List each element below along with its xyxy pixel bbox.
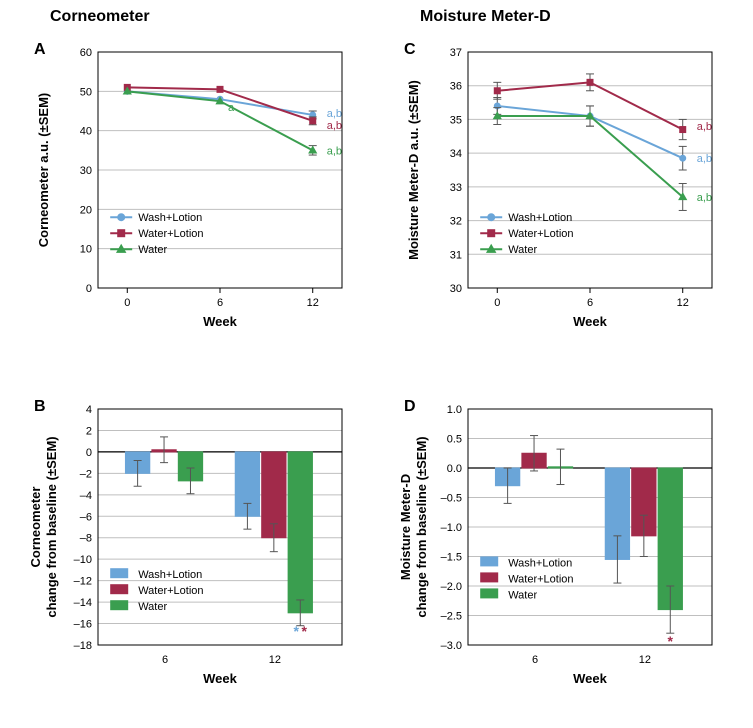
svg-text:4: 4 bbox=[86, 404, 92, 416]
svg-text:Water: Water bbox=[508, 589, 537, 601]
svg-text:–8: –8 bbox=[80, 533, 92, 545]
svg-text:–2: –2 bbox=[80, 468, 92, 480]
svg-text:Corneometer a.u. (±SEM): Corneometer a.u. (±SEM) bbox=[36, 93, 51, 248]
svg-text:0: 0 bbox=[494, 297, 500, 309]
svg-text:*: * bbox=[294, 623, 300, 639]
svg-text:–4: –4 bbox=[80, 490, 92, 502]
panel-a: A 0 10 20 30 40 50 60 0 6 12 Week Corneometer a.u. (… bbox=[30, 38, 370, 338]
svg-text:1.0: 1.0 bbox=[447, 404, 462, 416]
svg-text:–3.0: –3.0 bbox=[441, 640, 462, 652]
panel-d: D –3.0 –2.5 –2.0 –1.5 –1.0 –0.5 0.0 0.5 1.0 6 12 Wee… bbox=[400, 395, 740, 695]
svg-text:Week: Week bbox=[573, 314, 607, 329]
svg-text:–6: –6 bbox=[80, 511, 92, 523]
svg-text:–2.0: –2.0 bbox=[441, 581, 462, 593]
svg-text:30: 30 bbox=[80, 165, 92, 177]
svg-text:change from baseline (±SEM): change from baseline (±SEM) bbox=[414, 436, 429, 617]
svg-text:Water+Lotion: Water+Lotion bbox=[508, 228, 573, 240]
svg-text:Water+Lotion: Water+Lotion bbox=[508, 573, 573, 585]
svg-text:*: * bbox=[668, 633, 674, 649]
svg-text:–1.5: –1.5 bbox=[441, 552, 462, 564]
svg-text:Water+Lotion: Water+Lotion bbox=[138, 585, 203, 597]
svg-text:a,b: a,b bbox=[697, 153, 712, 165]
svg-text:Corneometer: Corneometer bbox=[30, 487, 43, 568]
svg-text:Water: Water bbox=[508, 244, 537, 256]
svg-text:0: 0 bbox=[124, 297, 130, 309]
svg-text:6: 6 bbox=[162, 654, 168, 666]
svg-text:50: 50 bbox=[80, 86, 92, 98]
svg-text:Moisture Meter-D a.u. (±SEM): Moisture Meter-D a.u. (±SEM) bbox=[406, 80, 421, 260]
svg-text:31: 31 bbox=[450, 249, 462, 261]
svg-text:30: 30 bbox=[450, 283, 462, 295]
svg-text:0: 0 bbox=[86, 283, 92, 295]
svg-text:35: 35 bbox=[450, 114, 462, 126]
svg-text:–18: –18 bbox=[74, 640, 92, 652]
svg-text:Water: Water bbox=[138, 244, 167, 256]
svg-text:B: B bbox=[34, 398, 46, 415]
svg-text:–1.0: –1.0 bbox=[441, 522, 462, 534]
svg-text:Week: Week bbox=[203, 671, 237, 686]
svg-text:Wash+Lotion: Wash+Lotion bbox=[138, 212, 202, 224]
svg-text:Week: Week bbox=[573, 671, 607, 686]
svg-text:–14: –14 bbox=[74, 597, 92, 609]
svg-text:–2.5: –2.5 bbox=[441, 611, 462, 623]
svg-text:60: 60 bbox=[80, 47, 92, 59]
svg-text:A: A bbox=[34, 41, 46, 58]
figure-page: { "layout": { "page_w": 753, "page_h": 7… bbox=[0, 0, 753, 728]
svg-text:a,b: a,b bbox=[327, 108, 342, 120]
svg-text:12: 12 bbox=[677, 297, 689, 309]
svg-text:Wash+Lotion: Wash+Lotion bbox=[138, 569, 202, 581]
svg-text:2: 2 bbox=[86, 425, 92, 437]
svg-text:Water: Water bbox=[138, 601, 167, 613]
svg-text:a,b: a,b bbox=[327, 145, 342, 157]
svg-text:12: 12 bbox=[639, 654, 651, 666]
svg-text:a,b: a,b bbox=[327, 120, 342, 132]
svg-text:6: 6 bbox=[532, 654, 538, 666]
svg-text:Wash+Lotion: Wash+Lotion bbox=[508, 557, 572, 569]
svg-text:a,b: a,b bbox=[697, 121, 712, 133]
col-title-right: Moisture Meter-D bbox=[420, 8, 551, 26]
svg-text:change from baseline (±SEM): change from baseline (±SEM) bbox=[44, 436, 59, 617]
svg-text:a,b: a,b bbox=[697, 192, 712, 204]
svg-text:10: 10 bbox=[80, 244, 92, 256]
svg-text:Week: Week bbox=[203, 314, 237, 329]
svg-text:20: 20 bbox=[80, 204, 92, 216]
svg-text:0.0: 0.0 bbox=[447, 463, 462, 475]
svg-text:12: 12 bbox=[269, 654, 281, 666]
svg-text:a: a bbox=[228, 102, 235, 114]
svg-text:–12: –12 bbox=[74, 576, 92, 588]
svg-text:32: 32 bbox=[450, 216, 462, 228]
svg-text:–16: –16 bbox=[74, 619, 92, 631]
svg-text:0.5: 0.5 bbox=[447, 434, 462, 446]
col-title-left: Corneometer bbox=[50, 8, 150, 26]
svg-text:34: 34 bbox=[450, 148, 462, 160]
panel-c: C 30 31 32 33 34 35 36 37 0 6 12 Week Moisture Meter-… bbox=[400, 38, 740, 338]
svg-text:37: 37 bbox=[450, 47, 462, 59]
svg-text:*: * bbox=[302, 623, 308, 639]
svg-text:40: 40 bbox=[80, 126, 92, 138]
svg-text:–0.5: –0.5 bbox=[441, 493, 462, 505]
svg-text:Water+Lotion: Water+Lotion bbox=[138, 228, 203, 240]
svg-text:6: 6 bbox=[587, 297, 593, 309]
svg-text:0: 0 bbox=[86, 447, 92, 459]
svg-text:Moisture Meter-D: Moisture Meter-D bbox=[400, 474, 413, 580]
panel-b: B –18 –16 –14 –12 –10 –8 –6 –4 –2 0 2 4 6 12 Week Corneo… bbox=[30, 395, 370, 695]
svg-text:12: 12 bbox=[307, 297, 319, 309]
svg-text:D: D bbox=[404, 398, 416, 415]
svg-text:–10: –10 bbox=[74, 554, 92, 566]
svg-text:C: C bbox=[404, 41, 416, 58]
svg-text:6: 6 bbox=[217, 297, 223, 309]
svg-text:36: 36 bbox=[450, 81, 462, 93]
svg-text:33: 33 bbox=[450, 182, 462, 194]
svg-text:Wash+Lotion: Wash+Lotion bbox=[508, 212, 572, 224]
